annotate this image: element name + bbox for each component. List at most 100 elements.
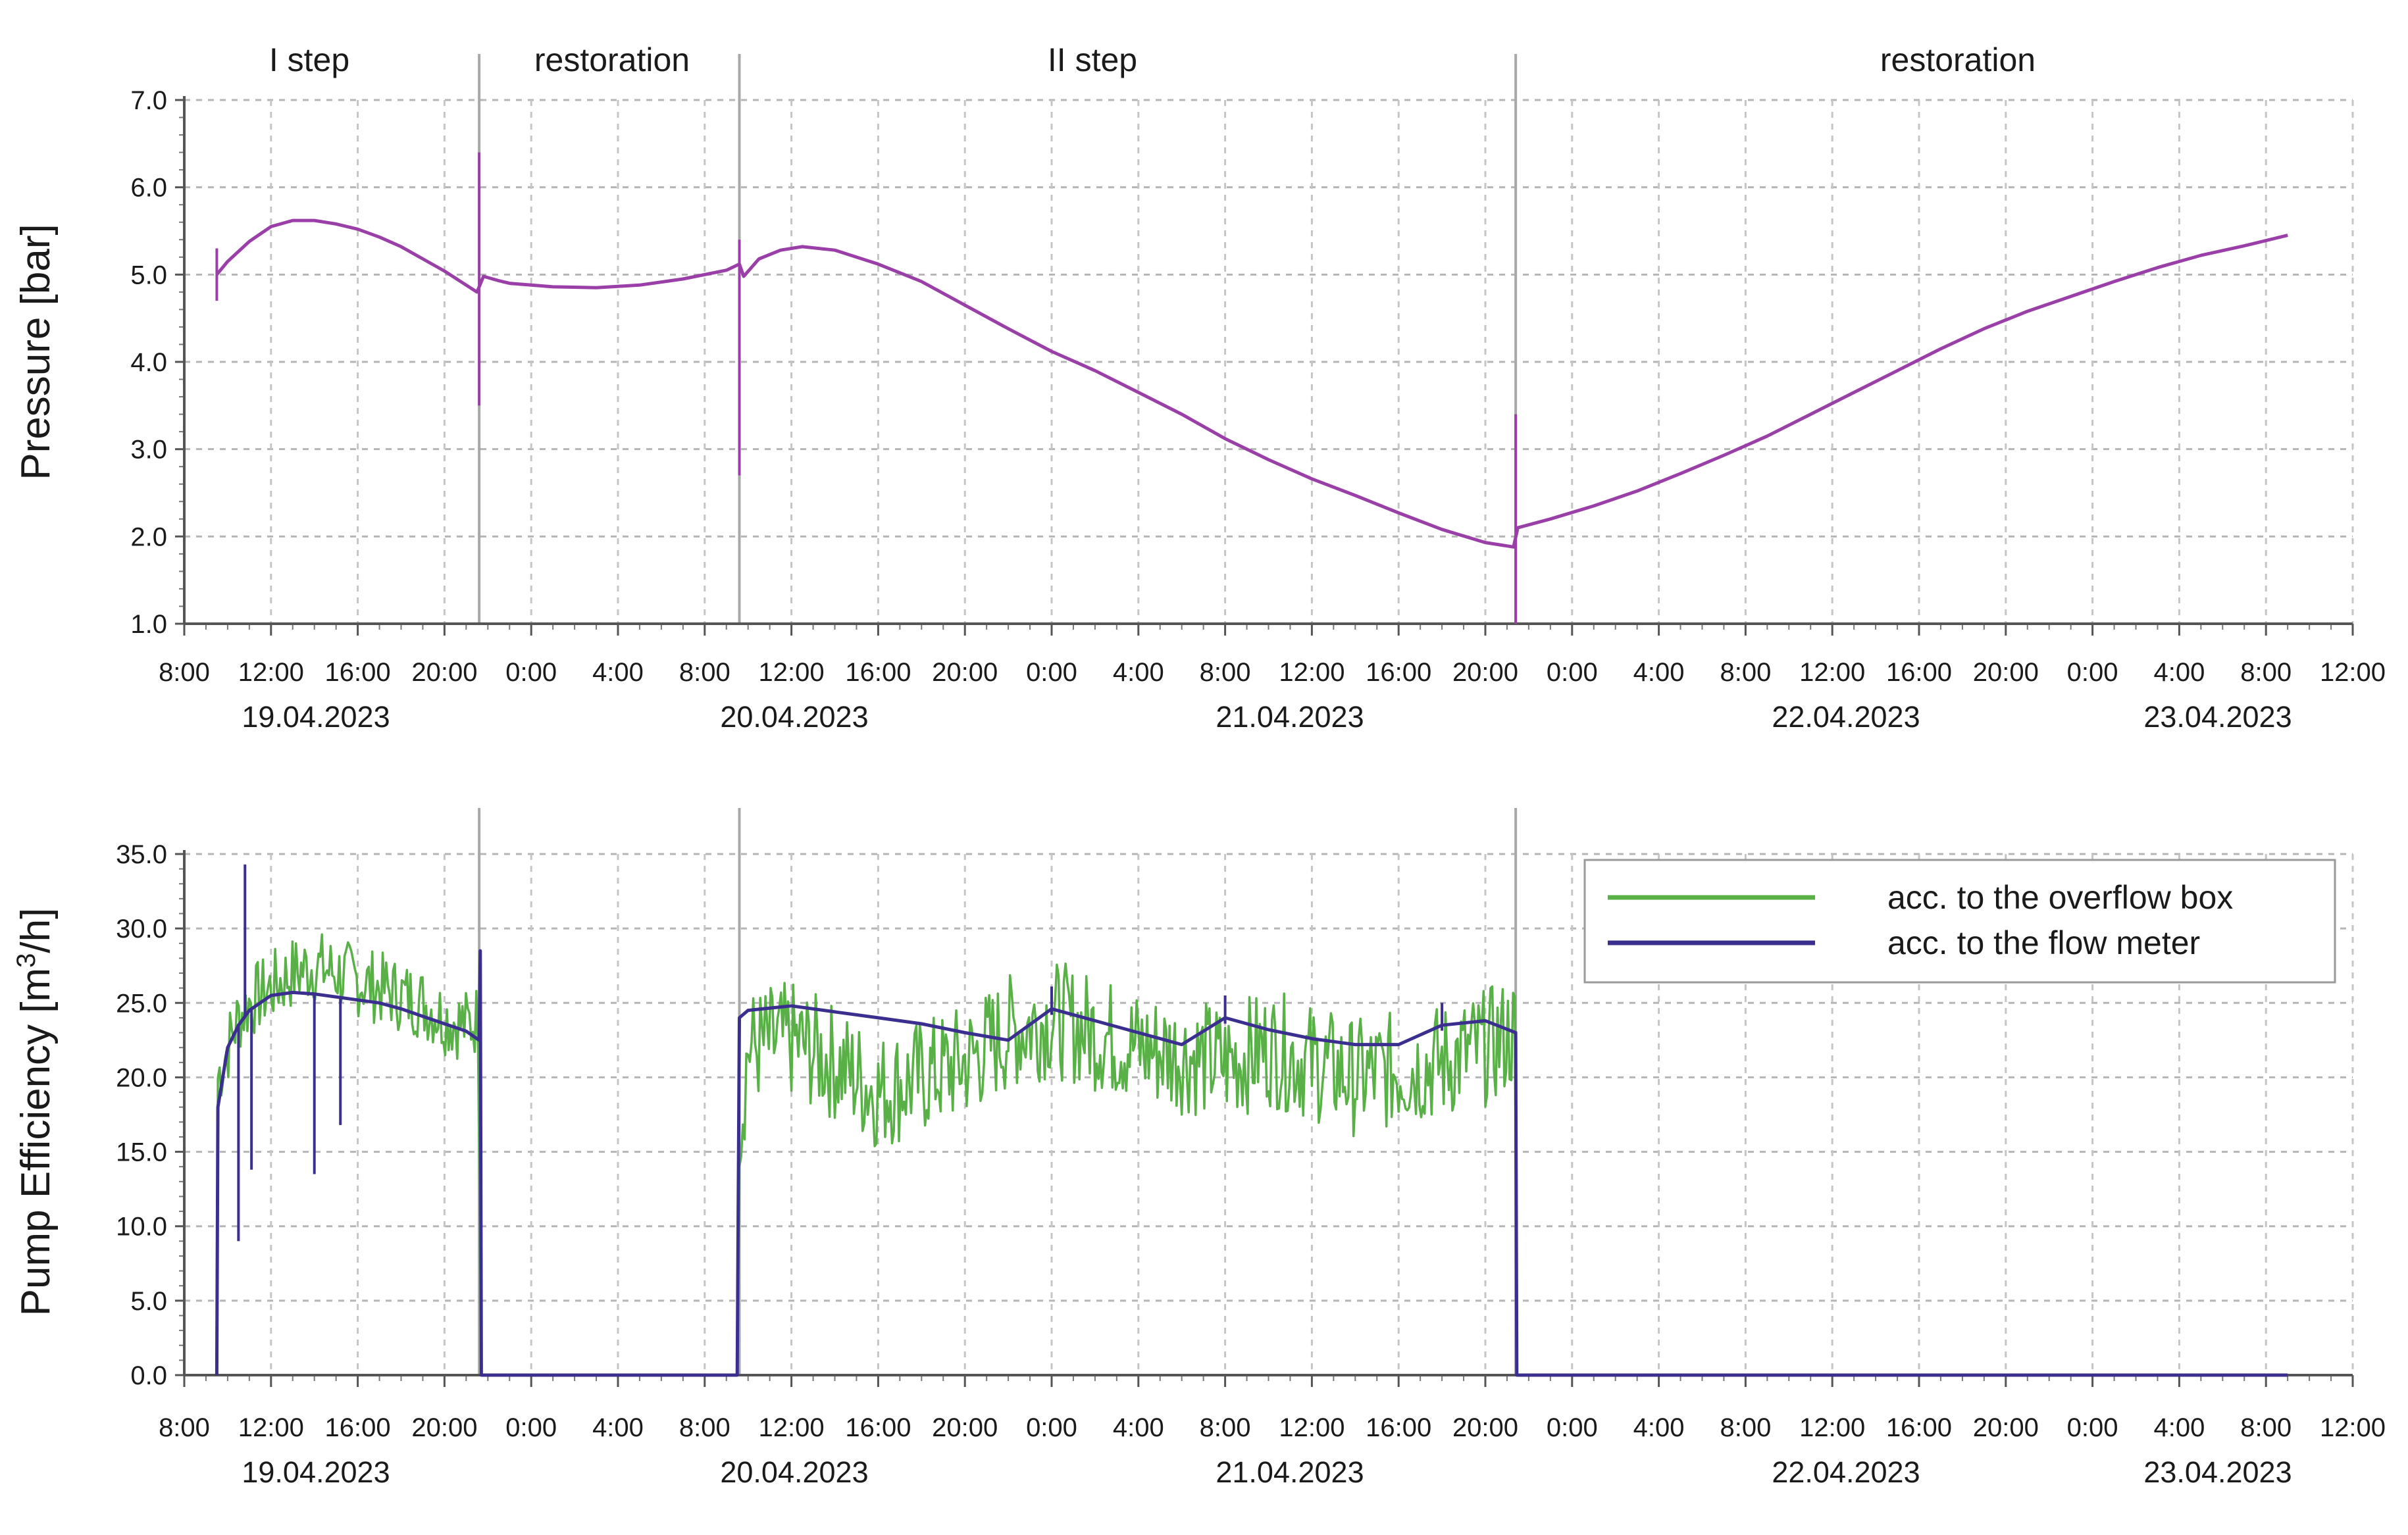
x-tick-label: 8:00 (159, 1413, 210, 1442)
pressure-x-tick-labels: 8:00 12:00 16:00 20:00 0:00 4:00 8:00 12:00 16:0… (159, 658, 2386, 687)
x-tick-label: 0:00 (1547, 1413, 1598, 1442)
pressure-chart: 1.0 2.0 3.0 4.0 5.0 6.0 7.0 8:00 12:00 16:00 20:0… (13, 41, 2386, 734)
date-label: 20.04.2023 (720, 1455, 868, 1489)
y-tick-label: 20.0 (116, 1063, 167, 1092)
x-tick-label: 20:00 (1973, 1413, 2039, 1442)
efficiency-line-flow-meter (215, 949, 2288, 1377)
y-tick-label: 25.0 (116, 989, 167, 1018)
phase-labels: I step restoration II step restoration (269, 41, 2036, 78)
efficiency-series (215, 864, 2288, 1377)
pressure-line (215, 218, 2288, 549)
x-tick-label: 8:00 (2240, 1413, 2292, 1442)
x-tick-label: 4:00 (592, 658, 644, 687)
date-label: 23.04.2023 (2143, 1455, 2292, 1489)
x-tick-label: 20:00 (1452, 1413, 1518, 1442)
x-tick-label: 0:00 (505, 658, 557, 687)
phase-label: II step (1048, 41, 1137, 78)
x-tick-label: 12:00 (759, 658, 825, 687)
date-label: 23.04.2023 (2143, 700, 2292, 734)
date-label: 21.04.2023 (1216, 1455, 1364, 1489)
x-tick-label: 0:00 (2067, 658, 2118, 687)
y-tick-label: 30.0 (116, 915, 167, 944)
legend-label-overflow-box: acc. to the overflow box (1887, 879, 2233, 916)
x-tick-label: 4:00 (2153, 1413, 2205, 1442)
date-label: 19.04.2023 (242, 700, 390, 734)
x-tick-label: 4:00 (1633, 658, 1685, 687)
x-tick-label: 20:00 (1973, 658, 2039, 687)
x-tick-label: 20:00 (932, 1413, 998, 1442)
x-tick-label: 12:00 (1799, 658, 1865, 687)
efficiency-y-tick-labels: 0.0 5.0 10.0 15.0 20.0 25.0 30.0 35.0 (116, 840, 167, 1390)
x-tick-label: 16:00 (325, 658, 391, 687)
x-tick-label: 16:00 (1366, 1413, 1431, 1442)
phase-label: restoration (534, 41, 690, 78)
x-tick-label: 16:00 (845, 658, 911, 687)
x-tick-label: 0:00 (505, 1413, 557, 1442)
y-tick-label: 35.0 (116, 840, 167, 869)
pump-efficiency-chart: 0.0 5.0 10.0 15.0 20.0 25.0 30.0 35.0 8:00 12:00… (12, 808, 2386, 1489)
x-tick-label: 12:00 (1279, 1413, 1345, 1442)
y-tick-label: 2.0 (130, 522, 167, 551)
x-tick-label: 8:00 (1200, 1413, 1251, 1442)
x-tick-label: 4:00 (1633, 1413, 1685, 1442)
x-tick-label: 8:00 (679, 1413, 730, 1442)
y-tick-label: 5.0 (130, 1287, 167, 1316)
y-tick-label: 1.0 (130, 610, 167, 639)
phase-label: I step (269, 41, 349, 78)
date-label: 20.04.2023 (720, 700, 868, 734)
x-tick-label: 12:00 (238, 658, 304, 687)
x-tick-label: 4:00 (1113, 1413, 1164, 1442)
x-tick-label: 8:00 (2240, 658, 2292, 687)
efficiency-y-axis-label: Pump Efficiency [m3/h] (12, 908, 59, 1317)
legend: acc. to the overflow box acc. to the flo… (1583, 859, 2336, 984)
x-tick-label: 12:00 (1279, 658, 1345, 687)
pressure-gridlines (184, 99, 2354, 624)
x-tick-label: 16:00 (1886, 658, 1952, 687)
x-tick-label: 8:00 (1720, 658, 1771, 687)
x-tick-label: 4:00 (1113, 658, 1164, 687)
x-tick-label: 20:00 (1452, 658, 1518, 687)
y-tick-label: 0.0 (130, 1361, 167, 1390)
y-tick-label: 15.0 (116, 1138, 167, 1167)
efficiency-date-labels: 19.04.2023 20.04.2023 21.04.2023 22.04.2023… (242, 1455, 2292, 1489)
x-tick-label: 8:00 (679, 658, 730, 687)
legend-box (1583, 859, 2336, 984)
y-tick-label: 3.0 (130, 436, 167, 465)
y-tick-label: 10.0 (116, 1213, 167, 1242)
date-label: 21.04.2023 (1216, 700, 1364, 734)
efficiency-x-tick-labels: 8:00 12:00 16:00 20:00 0:00 4:00 8:00 12:00 16:0… (159, 1413, 2386, 1442)
x-tick-label: 4:00 (592, 1413, 644, 1442)
x-tick-label: 8:00 (1200, 658, 1251, 687)
legend-label-flow-meter: acc. to the flow meter (1887, 924, 2200, 961)
phase-label: restoration (1880, 41, 2036, 78)
x-tick-label: 4:00 (2153, 658, 2205, 687)
y-tick-label: 4.0 (130, 348, 167, 377)
x-tick-label: 12:00 (2320, 658, 2386, 687)
y-tick-label: 5.0 (130, 261, 167, 289)
x-tick-label: 8:00 (159, 658, 210, 687)
efficiency-line-overflow-box (215, 933, 1518, 1376)
x-tick-label: 0:00 (1026, 1413, 1077, 1442)
date-label: 22.04.2023 (1772, 1455, 1920, 1489)
x-tick-label: 16:00 (1366, 658, 1431, 687)
x-tick-label: 20:00 (411, 658, 477, 687)
x-tick-label: 0:00 (1547, 658, 1598, 687)
x-tick-label: 20:00 (932, 658, 998, 687)
x-tick-label: 16:00 (1886, 1413, 1952, 1442)
x-tick-label: 12:00 (238, 1413, 304, 1442)
x-tick-label: 0:00 (2067, 1413, 2118, 1442)
x-tick-label: 20:00 (411, 1413, 477, 1442)
x-tick-label: 12:00 (1799, 1413, 1865, 1442)
x-tick-label: 16:00 (325, 1413, 391, 1442)
pressure-series (215, 152, 2288, 624)
x-tick-label: 8:00 (1720, 1413, 1771, 1442)
y-tick-label: 6.0 (130, 174, 167, 203)
pressure-axes (175, 96, 2354, 636)
pressure-date-labels: 19.04.2023 20.04.2023 21.04.2023 22.04.2023… (242, 700, 2292, 734)
x-tick-label: 12:00 (759, 1413, 825, 1442)
pressure-y-tick-labels: 1.0 2.0 3.0 4.0 5.0 6.0 7.0 (130, 86, 167, 639)
date-label: 22.04.2023 (1772, 700, 1920, 734)
y-tick-label: 7.0 (130, 86, 167, 115)
x-tick-label: 0:00 (1026, 658, 1077, 687)
